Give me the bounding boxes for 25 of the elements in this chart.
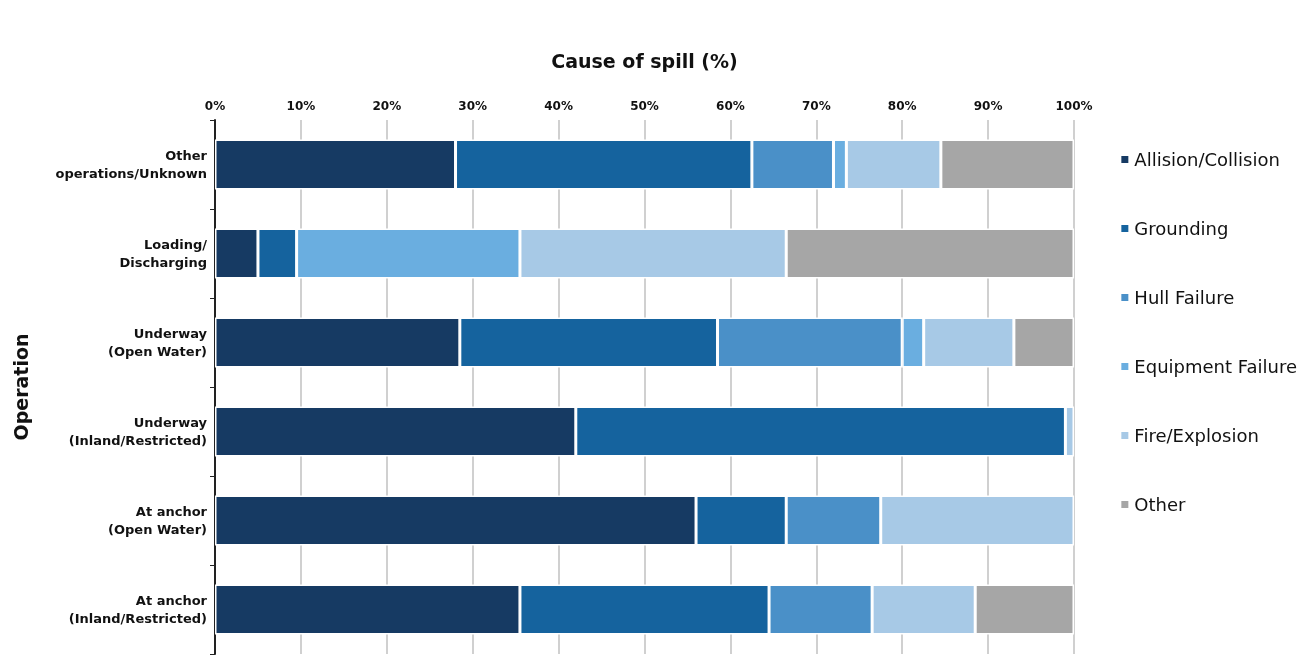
legend-label: Grounding (1134, 218, 1229, 239)
x-tick-label: 40% (544, 99, 573, 113)
y-axis-title: Operation (9, 333, 32, 441)
y-tick-label: At anchor (Open Water) (108, 504, 208, 537)
legend-label: Fire/Explosion (1134, 425, 1259, 446)
legend-label: Equipment Failure (1134, 356, 1298, 377)
x-tick-label: 10% (286, 99, 316, 113)
x-tick-label: 100% (1055, 99, 1093, 113)
x-axis-title: Cause of spill (%) (551, 49, 738, 72)
y-tick-label: Underway (Inland/Restricted) (68, 415, 208, 448)
y-tick-label: Underway (Open Water) (108, 326, 208, 359)
legend-label: Other (1134, 494, 1187, 515)
y-tick-label: Other operations/Unknown (55, 148, 208, 181)
x-tick-label: 90% (973, 99, 1003, 113)
x-tick-label: 80% (887, 99, 917, 113)
x-tick-label: 0% (204, 99, 226, 113)
legend-label: Allision/Collision (1134, 149, 1280, 170)
x-tick-label: 30% (458, 99, 488, 113)
legend-label: Hull Failure (1134, 287, 1235, 308)
y-tick-label: At anchor (Inland/Restricted) (68, 593, 208, 626)
y-tick-label: Loading/ Discharging (119, 237, 208, 270)
x-tick-label: 50% (630, 99, 659, 113)
x-tick-label: 70% (801, 99, 831, 113)
x-tick-label: 60% (716, 99, 745, 113)
x-tick-label: 20% (372, 99, 402, 113)
